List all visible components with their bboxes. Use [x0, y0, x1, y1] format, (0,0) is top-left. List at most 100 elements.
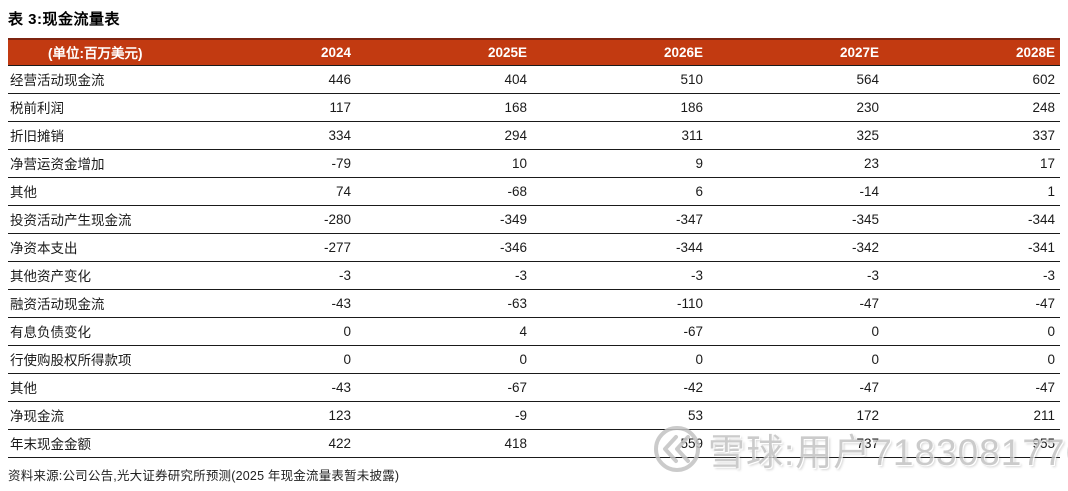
- cell-value: 602: [884, 65, 1060, 94]
- cell-value: -42: [532, 373, 708, 402]
- row-label: 净现金流: [8, 401, 180, 430]
- cell-value: 123: [180, 401, 356, 430]
- cell-value: -344: [532, 233, 708, 262]
- source-note: 资料来源:公司公告,光大证券研究所预测(2025 年现金流量表暂未披露): [8, 468, 400, 483]
- table-row: 净现金流 123 -9 53 172 211: [8, 401, 1060, 430]
- table-row: 折旧摊销 334 294 311 325 337: [8, 121, 1060, 150]
- row-label: 净资本支出: [8, 233, 180, 262]
- table-row: 行使购股权所得款项 0 0 0 0 0: [8, 345, 1060, 374]
- cell-value: 117: [180, 93, 356, 122]
- cell-value: -43: [180, 289, 356, 318]
- cell-value: 172: [708, 401, 884, 430]
- cell-value: -14: [708, 177, 884, 206]
- table-row: 有息负债变化 0 4 -67 0 0: [8, 317, 1060, 346]
- cell-value: -3: [356, 261, 532, 290]
- cell-value: 230: [708, 93, 884, 122]
- row-label: 净营运资金增加: [8, 149, 180, 178]
- cell-value: -47: [708, 289, 884, 318]
- cell-value: -345: [708, 205, 884, 234]
- cell-value: 9: [532, 149, 708, 178]
- cell-value: -43: [180, 373, 356, 402]
- row-label: 融资活动现金流: [8, 289, 180, 318]
- cell-value: 510: [532, 65, 708, 94]
- year-column-header: 2026E: [532, 38, 708, 65]
- cell-value: -3: [884, 261, 1060, 290]
- row-label: 行使购股权所得款项: [8, 345, 180, 374]
- cell-value: 0: [356, 345, 532, 374]
- cell-value: 0: [708, 317, 884, 346]
- cell-value: -67: [532, 317, 708, 346]
- cell-value: -346: [356, 233, 532, 262]
- table-row: 税前利润 117 168 186 230 248: [8, 93, 1060, 122]
- cell-value: 564: [708, 65, 884, 94]
- table-row: 净营运资金增加 -79 10 9 23 17: [8, 149, 1060, 178]
- cell-value: -47: [884, 373, 1060, 402]
- row-label: 投资活动产生现金流: [8, 205, 180, 234]
- unit-label: (单位:百万美元): [8, 38, 180, 65]
- table-row: 其他资产变化 -3 -3 -3 -3 -3: [8, 261, 1060, 290]
- cell-value: 0: [532, 345, 708, 374]
- cell-value: 0: [884, 317, 1060, 346]
- cell-value: 311: [532, 121, 708, 150]
- cell-value: -9: [356, 401, 532, 430]
- cell-value: 168: [356, 93, 532, 122]
- cell-value: 404: [356, 65, 532, 94]
- cell-value: 446: [180, 65, 356, 94]
- cell-value: 337: [884, 121, 1060, 150]
- cell-value: 4: [356, 317, 532, 346]
- cell-value: -67: [356, 373, 532, 402]
- cell-value: 10: [356, 149, 532, 178]
- cell-value: 0: [884, 345, 1060, 374]
- cell-value: 418: [356, 429, 532, 458]
- cell-value: -68: [356, 177, 532, 206]
- year-column-header: 2025E: [356, 38, 532, 65]
- cell-value: 955: [884, 429, 1060, 458]
- cell-value: -79: [180, 149, 356, 178]
- cell-value: 294: [356, 121, 532, 150]
- cell-value: -342: [708, 233, 884, 262]
- cell-value: -349: [356, 205, 532, 234]
- table-row: 其他 -43 -67 -42 -47 -47: [8, 373, 1060, 402]
- cell-value: 0: [180, 317, 356, 346]
- row-label: 年末现金金额: [8, 429, 180, 458]
- cell-value: 737: [708, 429, 884, 458]
- row-label: 其他: [8, 373, 180, 402]
- cell-value: 74: [180, 177, 356, 206]
- header-row: (单位:百万美元) 2024 2025E 2026E 2027E 2028E: [8, 38, 1060, 65]
- row-label: 有息负债变化: [8, 317, 180, 346]
- cell-value: 186: [532, 93, 708, 122]
- cell-value: 1: [884, 177, 1060, 206]
- table-row: 融资活动现金流 -43 -63 -110 -47 -47: [8, 289, 1060, 318]
- cell-value: 248: [884, 93, 1060, 122]
- year-column-header: 2024: [180, 38, 356, 65]
- cell-value: -47: [708, 373, 884, 402]
- cell-value: -347: [532, 205, 708, 234]
- table-row: 经营活动现金流 446 404 510 564 602: [8, 65, 1060, 94]
- cell-value: -280: [180, 205, 356, 234]
- cell-value: -341: [884, 233, 1060, 262]
- row-label: 经营活动现金流: [8, 65, 180, 94]
- row-label: 折旧摊销: [8, 121, 180, 150]
- cell-value: 17: [884, 149, 1060, 178]
- cell-value: 0: [708, 345, 884, 374]
- row-label: 其他: [8, 177, 180, 206]
- cell-value: -63: [356, 289, 532, 318]
- cell-value: -47: [884, 289, 1060, 318]
- cell-value: 23: [708, 149, 884, 178]
- year-column-header: 2028E: [884, 38, 1060, 65]
- table-row: 净资本支出 -277 -346 -344 -342 -341: [8, 233, 1060, 262]
- cell-value: 559: [532, 429, 708, 458]
- table-row: 其他 74 -68 6 -14 1: [8, 177, 1060, 206]
- cell-value: -3: [708, 261, 884, 290]
- table-row: 投资活动产生现金流 -280 -349 -347 -345 -344: [8, 205, 1060, 234]
- cell-value: -277: [180, 233, 356, 262]
- cell-value: 211: [884, 401, 1060, 430]
- cell-value: -3: [180, 261, 356, 290]
- table-title: 表 3:现金流量表: [8, 11, 121, 28]
- cell-value: 53: [532, 401, 708, 430]
- cell-value: -344: [884, 205, 1060, 234]
- year-column-header: 2027E: [708, 38, 884, 65]
- cell-value: -110: [532, 289, 708, 318]
- table-body: 经营活动现金流 446 404 510 564 602 税前利润 117 168 186 230 24…: [8, 65, 1060, 458]
- row-label: 其他资产变化: [8, 261, 180, 290]
